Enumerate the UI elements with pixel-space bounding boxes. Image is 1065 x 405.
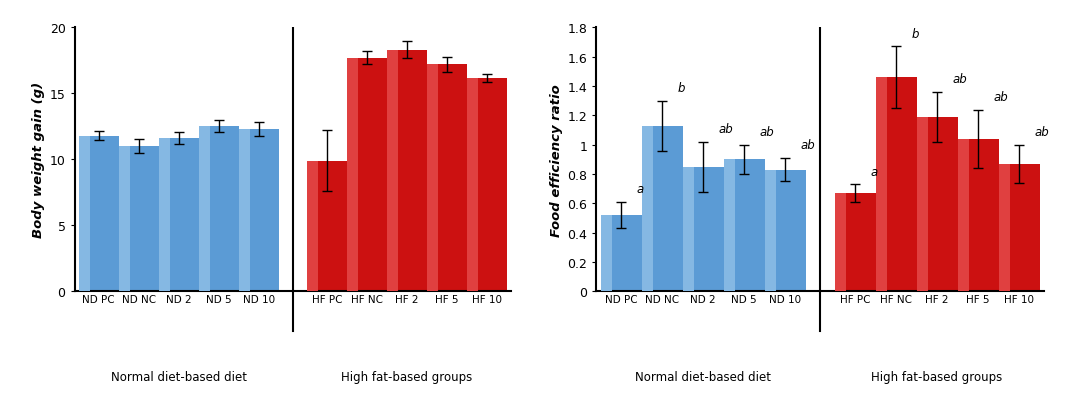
Text: ab: ab (801, 139, 816, 152)
Text: ab: ab (994, 91, 1009, 104)
Bar (683, 167, 723, 292)
Bar (917, 117, 928, 292)
Y-axis label: Food efficiency ratio: Food efficiency ratio (551, 84, 563, 236)
Bar (683, 167, 694, 292)
Bar (723, 160, 735, 292)
Text: ab: ab (953, 73, 967, 86)
Bar (957, 139, 969, 292)
Bar (427, 65, 468, 292)
Bar (79, 136, 118, 292)
Bar (347, 59, 387, 292)
Bar (999, 164, 1010, 292)
Bar (723, 160, 765, 292)
Bar (239, 130, 250, 292)
Bar (307, 161, 318, 292)
Text: ab: ab (1035, 126, 1049, 139)
Text: b: b (677, 82, 685, 95)
Bar (917, 117, 957, 292)
Bar (835, 194, 875, 292)
Bar (957, 139, 999, 292)
Bar (835, 194, 846, 292)
Bar (427, 65, 439, 292)
Bar (239, 130, 279, 292)
Bar (118, 147, 159, 292)
Bar (875, 78, 917, 292)
Bar (765, 170, 805, 292)
Bar (601, 215, 612, 292)
Bar (159, 139, 169, 292)
Y-axis label: Body weight gain (g): Body weight gain (g) (32, 82, 46, 238)
Text: Normal diet-based diet: Normal diet-based diet (111, 371, 247, 384)
Bar (79, 136, 89, 292)
Bar (999, 164, 1039, 292)
Bar (307, 161, 347, 292)
Bar (641, 126, 683, 292)
Bar (118, 147, 130, 292)
Bar (159, 139, 199, 292)
Bar (468, 78, 507, 292)
Bar (601, 215, 641, 292)
Bar (387, 51, 398, 292)
Bar (765, 170, 776, 292)
Bar (875, 78, 887, 292)
Text: b: b (912, 28, 919, 41)
Bar (641, 126, 653, 292)
Text: a: a (637, 183, 644, 196)
Bar (347, 59, 358, 292)
Bar (199, 127, 239, 292)
Text: ab: ab (759, 126, 774, 139)
Text: Normal diet-based diet: Normal diet-based diet (635, 371, 771, 384)
Bar (387, 51, 427, 292)
Text: High fat-based groups: High fat-based groups (342, 371, 473, 384)
Text: ab: ab (719, 123, 734, 136)
Bar (199, 127, 210, 292)
Bar (468, 78, 478, 292)
Text: a: a (870, 165, 878, 178)
Text: High fat-based groups: High fat-based groups (871, 371, 1002, 384)
